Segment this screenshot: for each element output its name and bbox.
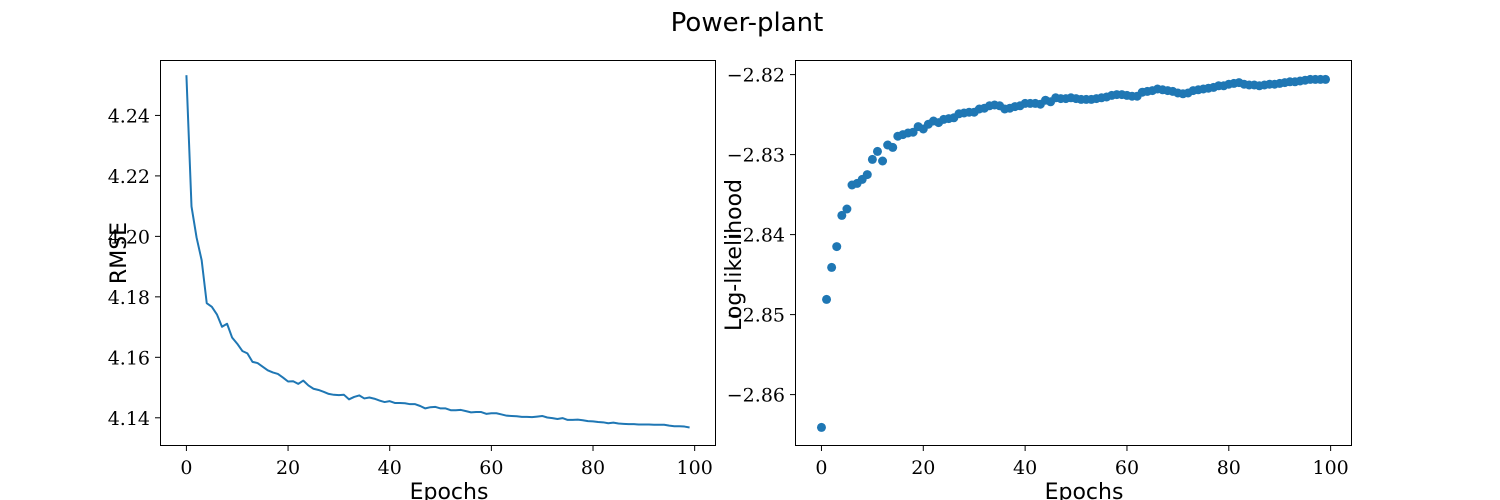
loglik-x-tick-label: 40 xyxy=(1013,457,1037,479)
rmse-series-line xyxy=(185,75,690,429)
loglik-data-point xyxy=(816,422,826,432)
rmse-x-tick-label: 40 xyxy=(378,457,402,479)
loglik-data-point xyxy=(888,142,898,152)
loglik-plot-frame xyxy=(795,60,1352,446)
loglik-y-tick-label: −2.82 xyxy=(727,65,785,87)
loglik-y-tick-label: −2.86 xyxy=(727,385,785,407)
rmse-y-tick-label: 4.20 xyxy=(108,226,150,248)
rmse-y-axis-label: RMSE xyxy=(107,222,132,284)
loglik-x-tick-label: 80 xyxy=(1217,457,1241,479)
rmse-x-tick-label: 0 xyxy=(180,457,192,479)
loglik-y-tick-label: −2.83 xyxy=(727,145,785,167)
loglik-y-tick-label: −2.84 xyxy=(727,225,785,247)
loglik-data-point xyxy=(867,154,877,164)
loglik-y-axis-label: Log-likelihood xyxy=(722,179,747,331)
loglik-data-point xyxy=(837,210,847,220)
rmse-y-tick-label: 4.18 xyxy=(108,287,150,309)
rmse-y-tick-label: 4.14 xyxy=(108,408,150,430)
rmse-y-tick-label: 4.22 xyxy=(108,166,150,188)
rmse-y-tick-label: 4.24 xyxy=(108,105,150,127)
loglik-data-point xyxy=(842,204,852,214)
loglik-data-point xyxy=(872,146,882,156)
rmse-plot-frame xyxy=(160,60,716,446)
rmse-x-tick-label: 100 xyxy=(677,457,713,479)
rmse-x-tick-label: 60 xyxy=(479,457,503,479)
rmse-y-tick-label: 4.16 xyxy=(108,347,150,369)
rmse-x-tick-label: 80 xyxy=(581,457,605,479)
loglik-data-point xyxy=(862,170,872,180)
chart-title: Power-plant xyxy=(671,8,824,38)
loglik-y-tick-label: −2.85 xyxy=(727,305,785,327)
loglik-data-point xyxy=(1321,74,1331,84)
rmse-x-tick-label: 20 xyxy=(276,457,300,479)
rmse-x-axis-label: Epochs xyxy=(410,480,489,500)
loglik-x-tick-label: 20 xyxy=(911,457,935,479)
loglik-x-tick-label: 60 xyxy=(1115,457,1139,479)
loglik-data-point xyxy=(832,242,842,252)
loglik-chart: 0 20 40 60 80 100 −2.86 −2.85 −2.84 −2.83 −2.82 E… xyxy=(722,60,1352,500)
loglik-x-axis-label: Epochs xyxy=(1045,480,1124,500)
loglik-data-point xyxy=(822,294,832,304)
rmse-chart: 0 20 40 60 80 100 4.14 4.16 4.18 4.20 4.22 4.24 Ep… xyxy=(107,60,716,500)
loglik-x-tick-label: 100 xyxy=(1313,457,1349,479)
loglik-data-point xyxy=(827,262,837,272)
loglik-x-tick-label: 0 xyxy=(815,457,827,479)
loglik-data-point xyxy=(878,156,888,166)
